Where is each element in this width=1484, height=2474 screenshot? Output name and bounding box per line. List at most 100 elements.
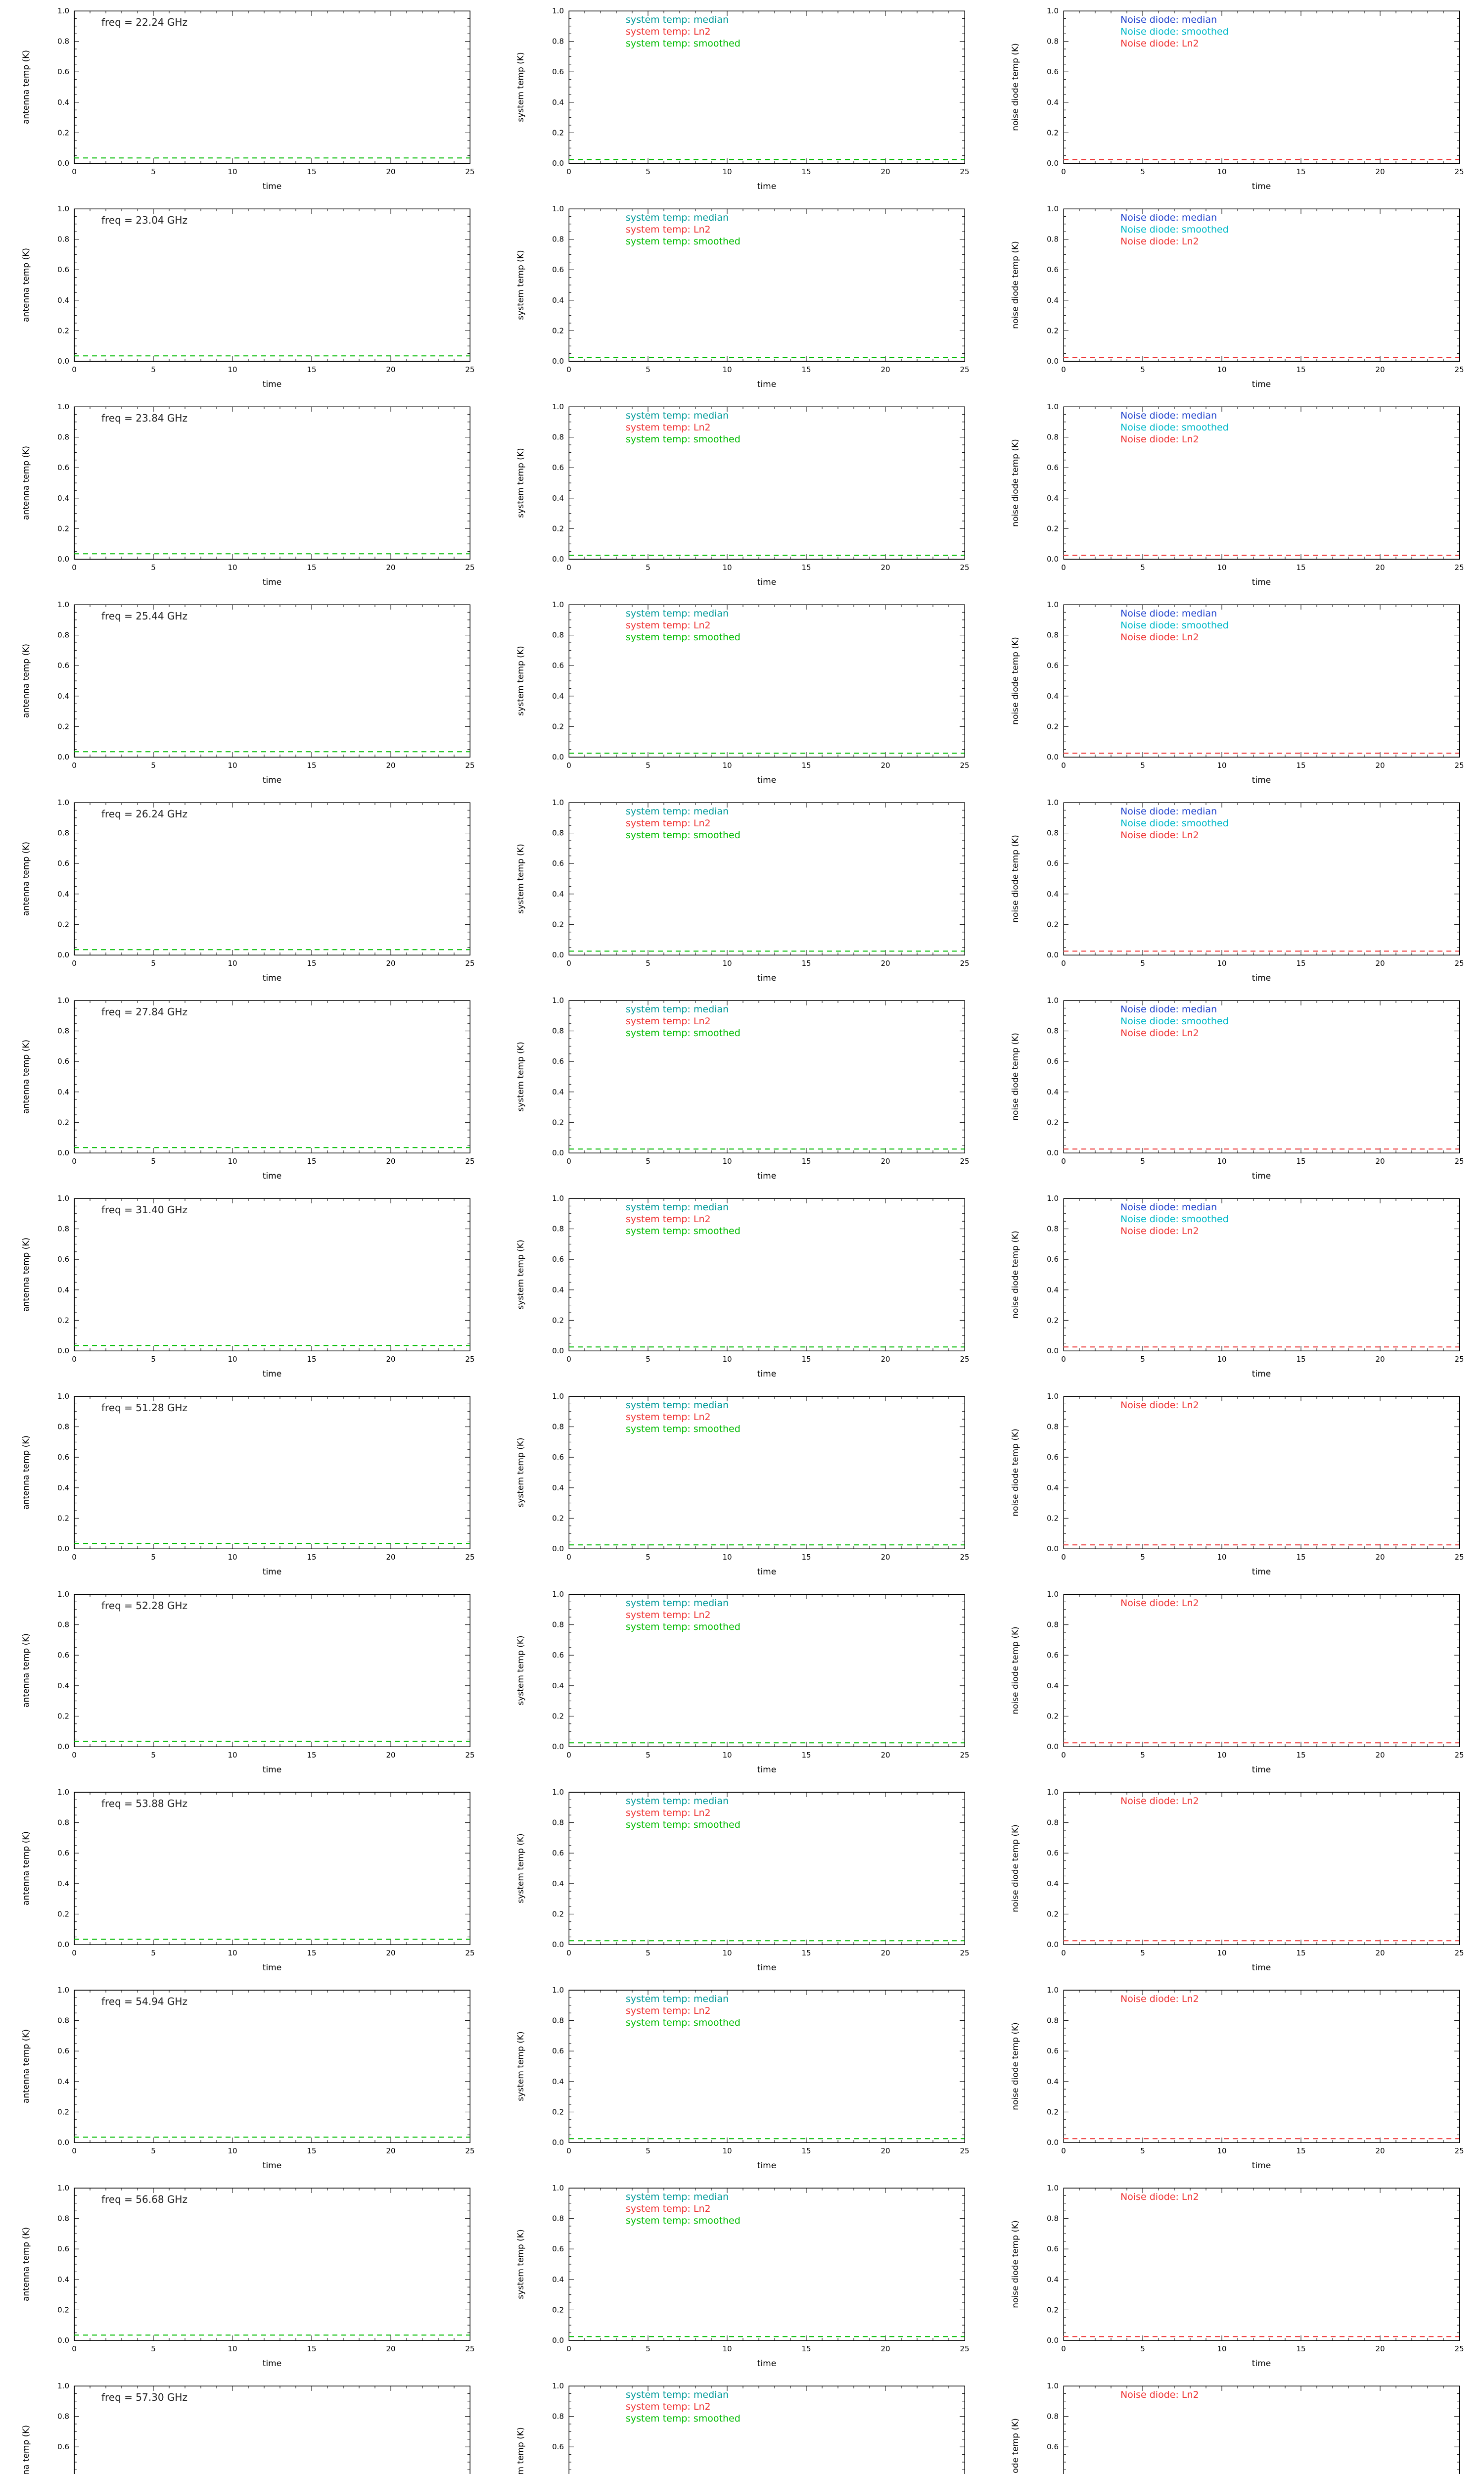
svg-text:15: 15: [307, 761, 316, 770]
panel-r1-c3: 0 5 10 15 20 25 0.0 0.2 0.4 0.6 0.8 1.0 time noise di…: [1011, 6, 1464, 191]
svg-text:0.2: 0.2: [552, 1316, 564, 1325]
svg-text:10: 10: [1217, 1751, 1226, 1760]
svg-text:0.6: 0.6: [1047, 661, 1059, 670]
svg-text:20: 20: [1375, 2146, 1385, 2155]
legend-entry: system temp: smoothed: [626, 1424, 741, 1434]
svg-text:25: 25: [465, 1553, 474, 1562]
svg-text:25: 25: [465, 167, 474, 176]
svg-text:0: 0: [1061, 1553, 1066, 1562]
panel-r2-c1: 0 5 10 15 20 25 0.0 0.2 0.4 0.6 0.8 1.0 time antenna …: [21, 204, 475, 389]
panel-r1-c2: 0 5 10 15 20 25 0.0 0.2 0.4 0.6 0.8 1.0 time system t…: [516, 6, 970, 191]
svg-text:system temp (K): system temp (K): [516, 1239, 526, 1309]
svg-text:0.0: 0.0: [57, 1346, 69, 1355]
svg-text:15: 15: [801, 563, 811, 572]
legend-entry: Noise diode: smoothed: [1120, 26, 1229, 37]
svg-text:0.0: 0.0: [57, 555, 69, 564]
svg-text:0.4: 0.4: [57, 2473, 69, 2474]
svg-text:15: 15: [801, 365, 811, 374]
svg-text:5: 5: [1140, 1157, 1145, 1166]
panel-r6-c2: 0 5 10 15 20 25 0.0 0.2 0.4 0.6 0.8 1.0 time system t…: [516, 996, 970, 1181]
svg-text:20: 20: [881, 1355, 890, 1364]
svg-text:1.0: 1.0: [552, 402, 564, 411]
svg-text:0.8: 0.8: [57, 1423, 69, 1431]
svg-text:0.8: 0.8: [552, 1620, 564, 1629]
svg-text:15: 15: [801, 1355, 811, 1364]
svg-text:15: 15: [801, 761, 811, 770]
svg-text:0: 0: [566, 1355, 571, 1364]
svg-text:10: 10: [722, 2344, 732, 2353]
svg-text:20: 20: [1375, 167, 1385, 176]
svg-text:0.6: 0.6: [552, 1651, 564, 1660]
svg-text:0.4: 0.4: [57, 692, 69, 701]
legend-entry: system temp: median: [626, 410, 729, 421]
svg-text:1.0: 1.0: [552, 2184, 564, 2192]
svg-text:time: time: [1252, 2161, 1271, 2171]
svg-text:10: 10: [722, 1355, 732, 1364]
svg-text:0.8: 0.8: [57, 235, 69, 244]
panel-r9-c2: 0 5 10 15 20 25 0.0 0.2 0.4 0.6 0.8 1.0 time system t…: [516, 1590, 970, 1775]
svg-text:0.0: 0.0: [552, 1940, 564, 1949]
svg-text:25: 25: [1454, 1751, 1464, 1760]
legend-entry: system temp: median: [626, 1994, 729, 2004]
svg-text:0.2: 0.2: [552, 920, 564, 929]
svg-text:0.2: 0.2: [57, 920, 69, 929]
legend-entry: system temp: median: [626, 608, 729, 619]
svg-text:0.6: 0.6: [1047, 1057, 1059, 1066]
svg-text:0.2: 0.2: [57, 2305, 69, 2314]
svg-text:10: 10: [722, 1751, 732, 1760]
svg-text:0: 0: [72, 2344, 77, 2353]
svg-text:0.2: 0.2: [57, 2107, 69, 2116]
svg-text:antenna temp (K): antenna temp (K): [21, 446, 31, 520]
svg-text:antenna temp (K): antenna temp (K): [21, 2227, 31, 2301]
svg-text:15: 15: [1296, 959, 1305, 968]
svg-text:time: time: [1252, 1963, 1271, 1973]
svg-text:0.8: 0.8: [552, 235, 564, 244]
legend-entry: system temp: Ln2: [626, 620, 711, 631]
svg-text:10: 10: [1217, 365, 1226, 374]
svg-text:20: 20: [386, 1355, 395, 1364]
svg-text:25: 25: [960, 365, 969, 374]
svg-text:time: time: [263, 775, 281, 785]
svg-text:5: 5: [646, 2344, 650, 2353]
svg-text:0.6: 0.6: [1047, 265, 1059, 274]
panel-r3-c1: 0 5 10 15 20 25 0.0 0.2 0.4 0.6 0.8 1.0 time antenna …: [21, 402, 475, 587]
svg-text:0: 0: [72, 365, 77, 374]
svg-text:0.6: 0.6: [552, 67, 564, 76]
svg-text:0.0: 0.0: [552, 357, 564, 366]
freq-label: freq = 25.44 GHz: [101, 610, 187, 622]
legend-entry: system temp: median: [626, 1202, 729, 1213]
svg-text:0.2: 0.2: [1047, 2107, 1059, 2116]
svg-text:0.2: 0.2: [1047, 326, 1059, 335]
legend-entry: system temp: median: [626, 1598, 729, 1609]
svg-text:0.4: 0.4: [1047, 2275, 1059, 2284]
svg-text:5: 5: [1140, 1355, 1145, 1364]
legend-entry: Noise diode: median: [1120, 212, 1217, 223]
svg-text:0.6: 0.6: [552, 1255, 564, 1264]
svg-text:system temp (K): system temp (K): [516, 250, 526, 320]
svg-text:noise diode temp (K): noise diode temp (K): [1011, 1033, 1020, 1120]
svg-text:25: 25: [1454, 563, 1464, 572]
svg-text:noise diode temp (K): noise diode temp (K): [1011, 2418, 1020, 2474]
svg-text:0.8: 0.8: [552, 37, 564, 46]
legend-entry: Noise diode: median: [1120, 608, 1217, 619]
legend-entry: Noise diode: Ln2: [1120, 1994, 1199, 2004]
svg-text:0.6: 0.6: [57, 859, 69, 868]
svg-text:time: time: [757, 380, 776, 389]
svg-text:10: 10: [1217, 959, 1226, 968]
svg-text:5: 5: [646, 563, 650, 572]
legend-entry: system temp: smoothed: [626, 1028, 741, 1039]
svg-text:0.6: 0.6: [1047, 463, 1059, 472]
svg-text:25: 25: [960, 1553, 969, 1562]
svg-text:0: 0: [566, 563, 571, 572]
svg-text:0.6: 0.6: [1047, 2442, 1059, 2451]
svg-text:time: time: [263, 2161, 281, 2171]
legend-entry: Noise diode: median: [1120, 1004, 1217, 1015]
svg-text:20: 20: [386, 2344, 395, 2353]
svg-text:25: 25: [1454, 365, 1464, 374]
svg-text:system temp (K): system temp (K): [516, 646, 526, 715]
svg-text:0.8: 0.8: [57, 2016, 69, 2025]
svg-text:0.8: 0.8: [1047, 1225, 1059, 1234]
legend-entry: system temp: Ln2: [626, 224, 711, 235]
svg-text:20: 20: [881, 1751, 890, 1760]
